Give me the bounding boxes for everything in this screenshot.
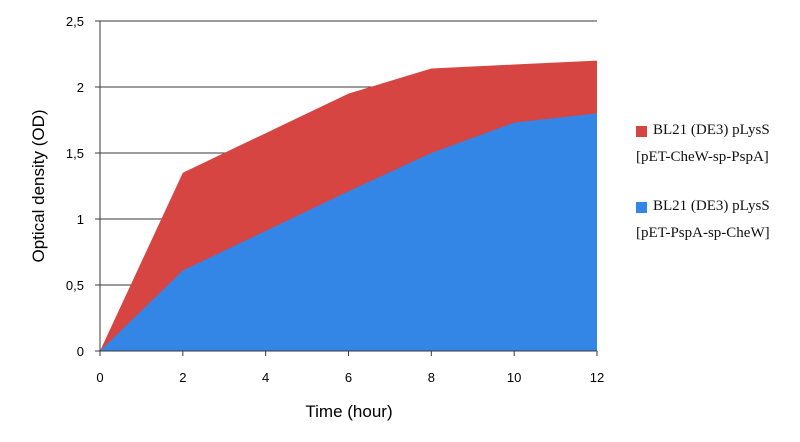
x-tick-label-5: 10 [507,370,521,385]
area-series-blue [100,113,597,352]
area-series [100,60,597,352]
x-tick-labels: 0 2 4 6 8 10 12 [96,370,604,385]
legend-swatch-red [636,126,647,137]
y-tick-label-4: 2 [77,80,84,95]
legend-swatch-blue [636,202,647,213]
legend-item-red: BL21 (DE3) pLysS [pET-CheW-sp-PspA] [636,122,800,170]
x-axis-title: Time (hour) [305,402,392,421]
legend-label-blue-line2: [pET-PspA-sp-CheW] [636,225,770,241]
y-tick-label-2: 1 [77,212,84,227]
axes [95,20,598,356]
x-tick-label-4: 8 [428,370,435,385]
y-tick-label-0: 0 [77,344,84,359]
x-tick-label-0: 0 [96,370,103,385]
legend-label-red-line1: BL21 (DE3) pLysS [653,122,770,138]
y-axis-title: Optical density (OD) [29,109,48,262]
y-tick-label-1: 0,5 [66,278,84,293]
legend-label-blue-line1: BL21 (DE3) pLysS [653,198,770,214]
y-tick-labels: 0 0,5 1 1,5 2 2,5 [66,14,84,359]
x-tick-label-6: 12 [590,370,604,385]
legend-label-red-line2: [pET-CheW-sp-PspA] [636,149,769,165]
x-tick-label-3: 6 [345,370,352,385]
y-tick-label-3: 1,5 [66,146,84,161]
legend: BL21 (DE3) pLysS [pET-CheW-sp-PspA] BL21… [636,122,800,274]
y-tick-label-5: 2,5 [66,14,84,29]
legend-item-blue: BL21 (DE3) pLysS [pET-PspA-sp-CheW] [636,198,800,246]
x-tick-label-2: 4 [262,370,269,385]
x-tick-label-1: 2 [179,370,186,385]
